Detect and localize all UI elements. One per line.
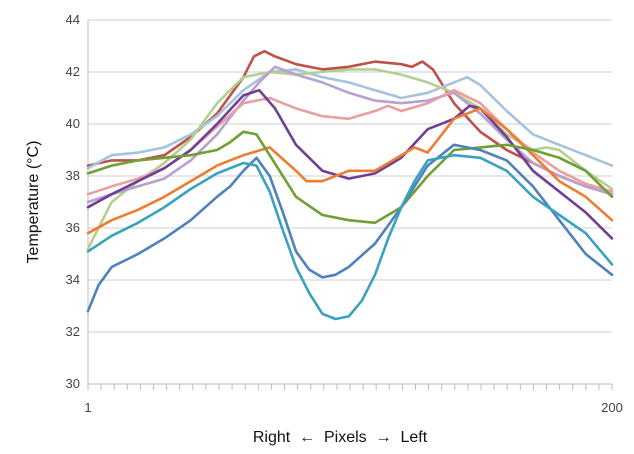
y-tick-labels: 30 32 34 36 38 40 42 44 [66, 12, 80, 391]
series-line-7 [86, 107, 614, 235]
series-line-4 [86, 65, 614, 204]
series-lines [86, 49, 614, 321]
y-tick-label-30: 30 [66, 376, 80, 391]
series-line-10 [86, 153, 614, 321]
x-axis-title: Right ← Pixels → Left [253, 429, 428, 446]
x-tick-label-1: 1 [84, 400, 91, 415]
y-tick-label-36: 36 [66, 220, 80, 235]
y-tick-label-34: 34 [66, 272, 80, 287]
y-tick-label-44: 44 [66, 12, 80, 27]
grid [88, 19, 612, 385]
series-line-9 [86, 143, 614, 313]
x-tick-label-200: 200 [601, 400, 623, 415]
series-line-1 [86, 49, 614, 196]
y-tick-label-32: 32 [66, 324, 80, 339]
series-line-8 [86, 130, 614, 225]
y-tick-label-40: 40 [66, 116, 80, 131]
y-axis-title: Temperature (°C) [25, 141, 42, 264]
series-line-2 [86, 68, 614, 170]
series-line-3 [86, 68, 614, 251]
x-tick-labels: 1 200 [84, 400, 622, 415]
y-tick-label-42: 42 [66, 64, 80, 79]
y-tick-label-38: 38 [66, 168, 80, 183]
